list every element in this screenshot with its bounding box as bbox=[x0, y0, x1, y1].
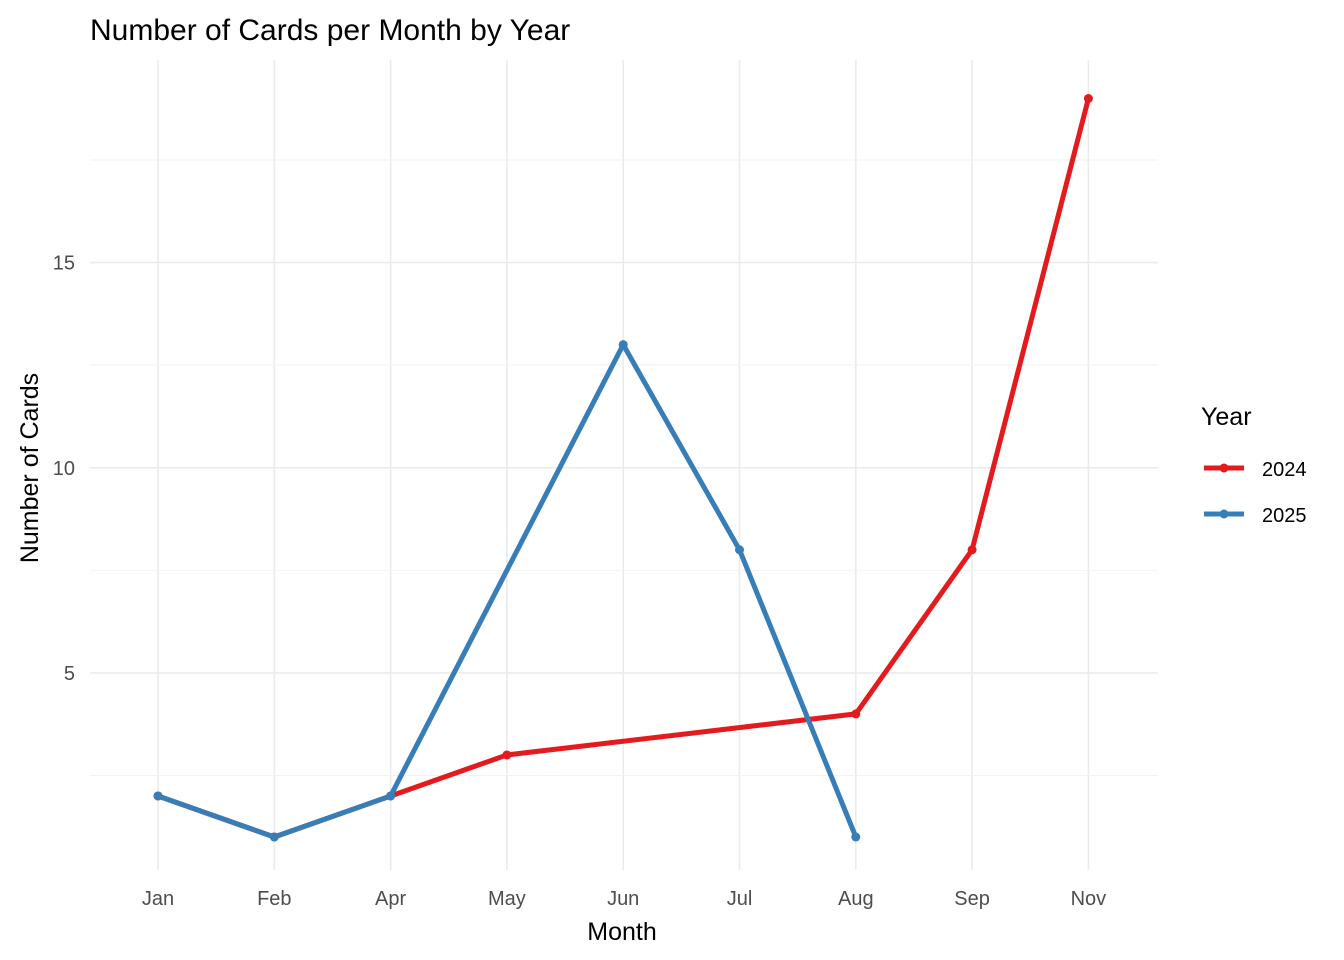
data-point-2024-nov bbox=[1083, 94, 1093, 103]
y-tick-label-5: 5 bbox=[64, 663, 75, 685]
x-tick-label-sep: Sep bbox=[954, 888, 990, 910]
chart-title: Number of Cards per Month by Year bbox=[90, 14, 570, 47]
y-axis-ticks: 5 10 15 bbox=[53, 253, 75, 685]
legend: Year 2024 2025 bbox=[1201, 403, 1307, 527]
x-tick-label-jan: Jan bbox=[142, 888, 174, 910]
x-tick-label-aug: Aug bbox=[838, 888, 874, 910]
legend-title: Year bbox=[1201, 403, 1252, 431]
legend-item-2024: 2024 bbox=[1204, 459, 1307, 481]
x-tick-label-apr: Apr bbox=[375, 888, 406, 910]
data-point-2025-apr bbox=[386, 791, 396, 801]
y-tick-label-10: 10 bbox=[53, 458, 75, 480]
y-tick-label-15: 15 bbox=[53, 253, 75, 275]
legend-key-point-2025 bbox=[1219, 509, 1229, 519]
series-layer bbox=[153, 94, 1093, 842]
x-axis-title: Month bbox=[587, 918, 656, 946]
data-point-2024-sep bbox=[967, 545, 977, 555]
x-tick-label-jul: Jul bbox=[727, 888, 753, 910]
y-axis-title: Number of Cards bbox=[16, 373, 44, 563]
legend-key-point-2024 bbox=[1219, 463, 1229, 473]
data-point-2025-aug bbox=[851, 832, 861, 842]
grid bbox=[90, 60, 1158, 870]
legend-label-2024: 2024 bbox=[1262, 459, 1307, 481]
x-tick-label-nov: Nov bbox=[1071, 888, 1107, 910]
data-point-2024-may bbox=[502, 750, 512, 760]
x-tick-label-may: May bbox=[488, 888, 526, 910]
data-point-2025-jul bbox=[735, 545, 744, 555]
data-point-2025-jan bbox=[153, 791, 163, 801]
x-tick-label-jun: Jun bbox=[607, 888, 639, 910]
series-2025 bbox=[153, 340, 861, 842]
data-point-2024-aug bbox=[851, 709, 861, 719]
data-point-2025-jun bbox=[618, 340, 628, 350]
data-point-2025-feb bbox=[269, 832, 279, 842]
legend-item-2025: 2025 bbox=[1204, 505, 1307, 527]
legend-label-2025: 2025 bbox=[1262, 505, 1307, 527]
x-tick-label-feb: Feb bbox=[257, 888, 291, 910]
series-line-2025 bbox=[157, 342, 859, 840]
legend-items: 2024 2025 bbox=[1204, 459, 1307, 527]
x-axis-ticks: Jan Feb Apr May Jun Jul Aug Sep Nov bbox=[142, 888, 1106, 910]
